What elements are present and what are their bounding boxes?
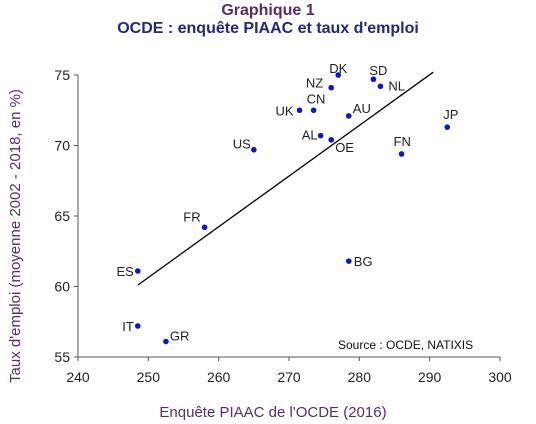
point-gr [163,338,169,345]
point-label-nz: NZ [306,76,323,91]
trend-line [137,71,434,286]
point-sd [370,76,377,83]
point-uk [296,107,303,114]
point-label-nl: NL [388,78,405,93]
y-axis-label: Taux d'emploi (moyenne 2002 - 2018, en %… [7,89,24,383]
point-al [317,132,324,139]
chart-subtitle: OCDE : enquête PIAAC et taux d'emploi [117,20,419,37]
point-nl [377,83,384,90]
point-labels: DK SD NZ NL UK CN AU JP AL OE US FN FR ES BG IT GR [116,61,458,343]
point-label-au: AU [353,101,371,116]
y-tick-label: 65 [54,208,70,224]
y-tick-label: 55 [54,349,70,365]
point-cn [310,107,317,114]
point-label-oe: OE [335,140,354,155]
x-tick-label: 270 [277,369,301,385]
point-oe [328,137,335,143]
point-label-it: IT [122,319,134,334]
x-tick-label: 280 [348,369,372,385]
point-us [251,146,257,153]
point-au [345,113,352,119]
point-es [134,268,141,274]
x-tick-label: 260 [207,369,231,385]
point-fn [398,151,405,157]
y-tick-label: 70 [54,138,70,154]
x-tick-label: 250 [137,369,161,385]
x-tick-label: 290 [418,369,442,385]
y-tick-label: 75 [54,67,70,83]
point-fr [201,224,208,231]
point-label-uk: UK [275,103,293,118]
point-dk [335,72,342,78]
point-label-dk: DK [329,61,347,76]
point-label-cn: CN [307,91,326,106]
point-label-gr: GR [170,328,190,343]
y-tick-label: 60 [54,279,70,295]
x-tick-label: 240 [66,369,90,385]
y-ticks: 55 60 65 70 75 [54,67,78,365]
point-label-sd: SD [369,63,387,78]
point-label-fn: FN [394,134,411,149]
data-points [134,72,451,345]
point-label-us: US [233,137,251,152]
point-label-es: ES [116,264,134,279]
point-it [134,323,141,329]
point-label-fr: FR [183,209,200,224]
point-nz [328,84,335,91]
x-ticks: 240 250 260 270 280 290 300 [66,357,512,385]
point-label-bg: BG [354,254,373,269]
chart-title: Graphique 1 [221,2,315,19]
x-tick-label: 300 [488,369,512,385]
source-annotation: Source : OCDE, NATIXIS [338,338,473,352]
point-label-jp: JP [443,107,458,122]
x-axis-label: Enquête PIAAC de l'OCDE (2016) [159,404,386,421]
point-label-al: AL [302,128,318,143]
point-bg [345,258,352,264]
point-jp [444,124,451,130]
